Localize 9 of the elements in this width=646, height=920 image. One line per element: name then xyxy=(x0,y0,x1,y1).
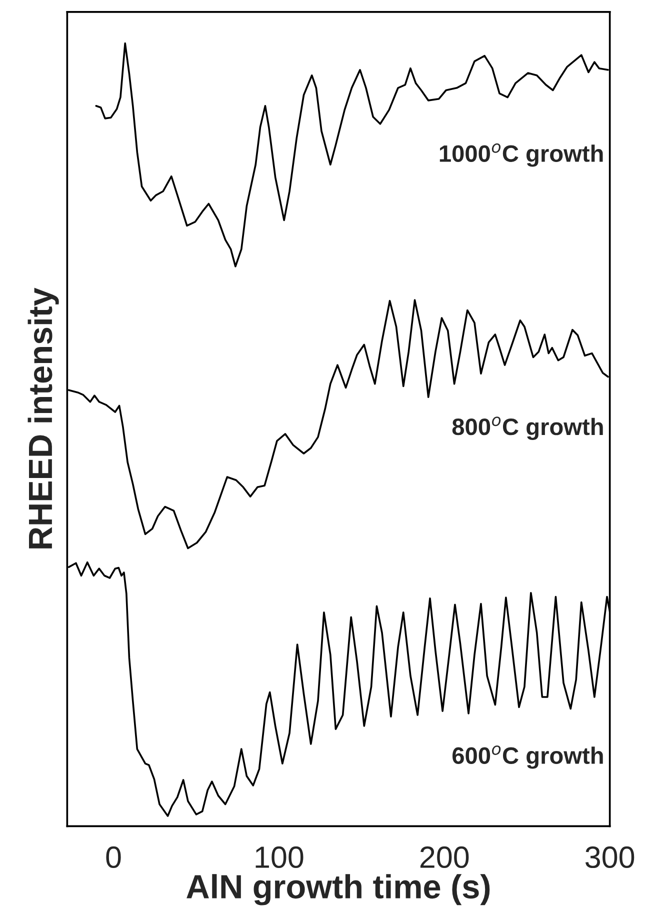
series-label: 600$^{o}$C growth xyxy=(452,745,603,769)
x-tick-label: 100 xyxy=(256,846,304,868)
series-label: 1000$^{o}$C growth xyxy=(440,143,603,167)
x-tick-label: 0 xyxy=(106,846,121,868)
series-label: 800$^{o}$C growth xyxy=(452,416,603,440)
x-tick-label: 300 xyxy=(586,846,634,868)
x-tick-label: 200 xyxy=(420,846,469,868)
y-axis-title: RHEED intensity xyxy=(28,288,59,548)
x-axis-title: AlN growth time (s) xyxy=(186,874,490,906)
